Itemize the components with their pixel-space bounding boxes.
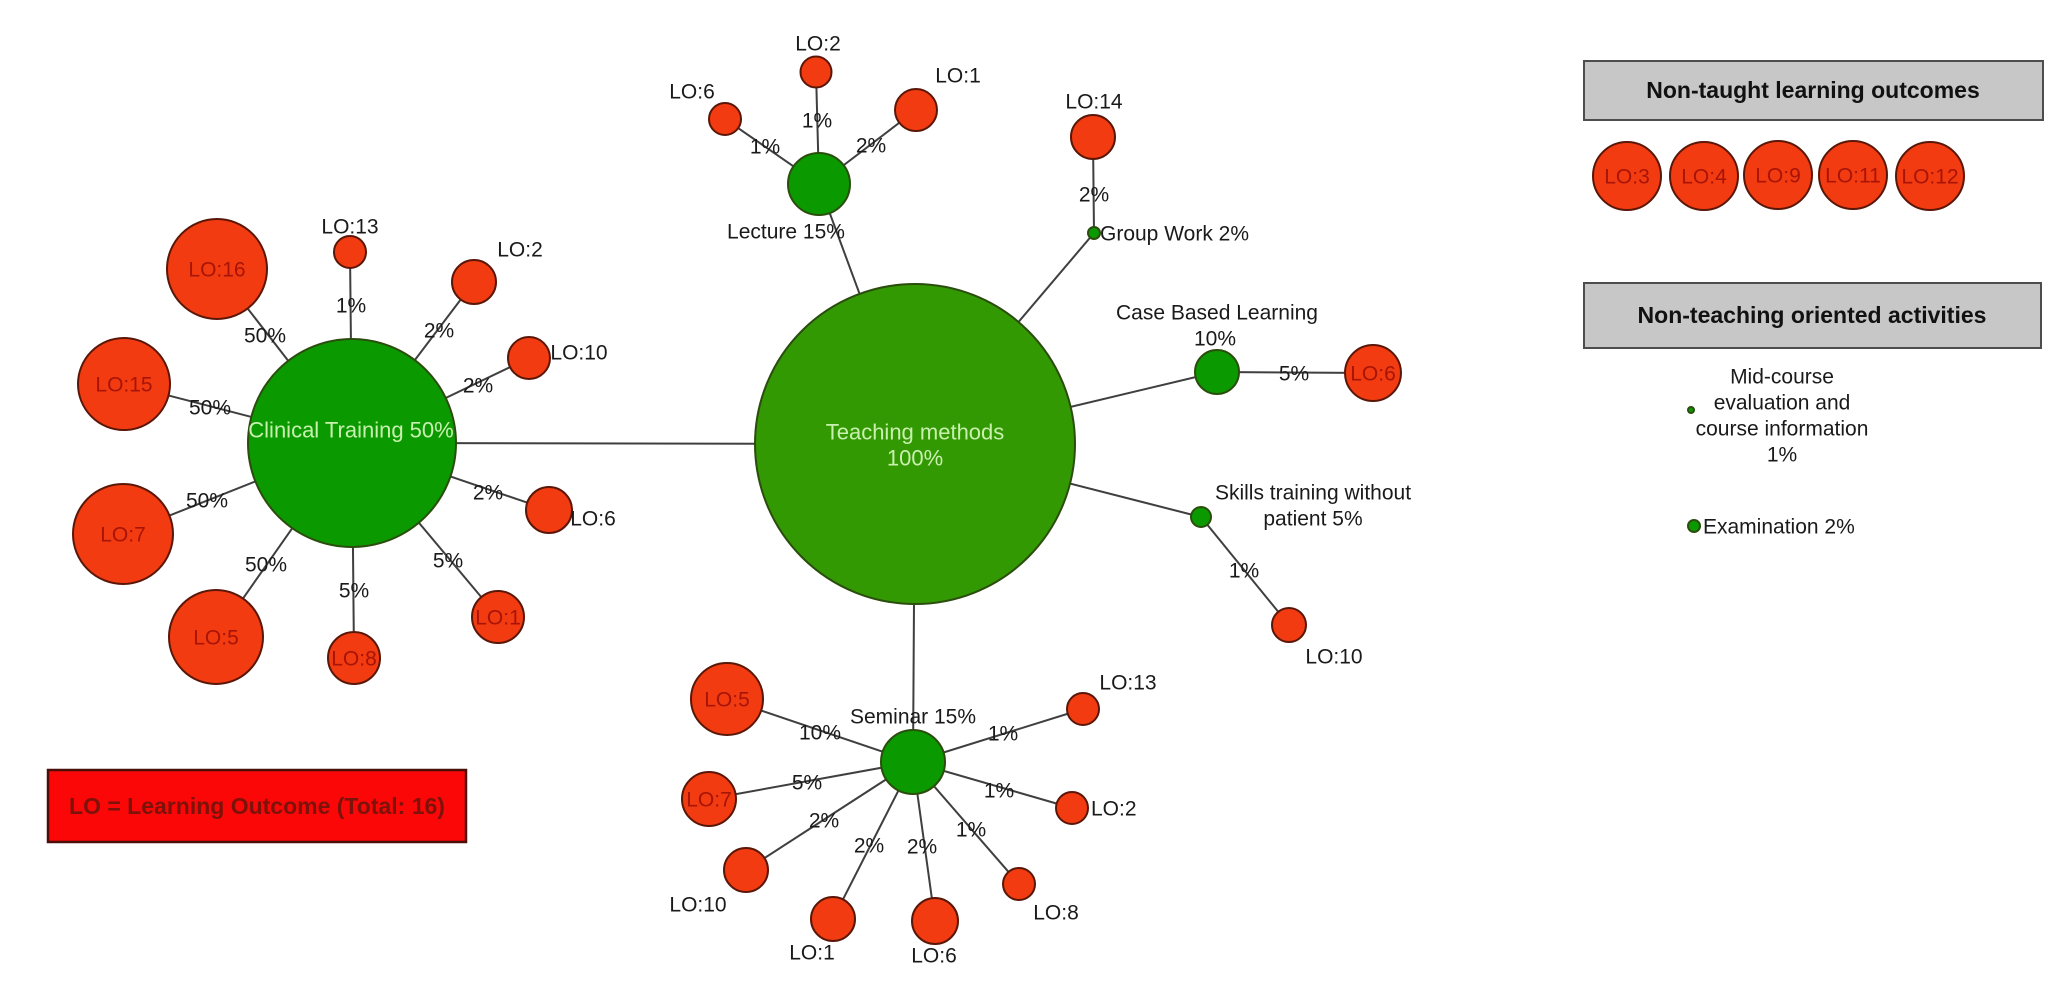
svg-text:LO = Learning Outcome (Total:: LO = Learning Outcome (Total: 16) — [69, 793, 445, 819]
svg-text:Group Work 2%: Group Work 2% — [1100, 222, 1249, 245]
svg-text:Clinical Training 50%: Clinical Training 50% — [248, 418, 453, 443]
svg-text:LO:3: LO:3 — [1604, 165, 1650, 188]
svg-text:2%: 2% — [856, 134, 886, 157]
svg-text:50%: 50% — [244, 324, 286, 347]
svg-text:100%: 100% — [887, 446, 943, 471]
svg-text:LO:2: LO:2 — [497, 238, 543, 261]
svg-text:LO:8: LO:8 — [331, 647, 377, 670]
svg-text:LO:4: LO:4 — [1681, 165, 1727, 188]
svg-text:Lecture 15%: Lecture 15% — [727, 220, 845, 243]
svg-text:Skills training without: Skills training without — [1215, 481, 1411, 504]
svg-text:course information: course information — [1696, 417, 1869, 440]
svg-text:Examination 2%: Examination 2% — [1703, 515, 1855, 538]
svg-text:50%: 50% — [245, 553, 287, 576]
svg-text:5%: 5% — [339, 579, 369, 602]
svg-text:LO:6: LO:6 — [570, 507, 616, 530]
svg-text:1%: 1% — [984, 779, 1014, 802]
svg-text:5%: 5% — [792, 771, 822, 794]
svg-text:LO:13: LO:13 — [321, 215, 378, 238]
svg-text:1%: 1% — [1229, 559, 1259, 582]
svg-text:LO:1: LO:1 — [935, 64, 981, 87]
svg-text:Mid-course: Mid-course — [1730, 365, 1834, 388]
svg-text:2%: 2% — [854, 834, 884, 857]
svg-text:5%: 5% — [1279, 362, 1309, 385]
svg-text:Non-taught learning outcomes: Non-taught learning outcomes — [1646, 77, 1980, 103]
svg-text:LO:1: LO:1 — [789, 941, 835, 964]
svg-text:2%: 2% — [463, 374, 493, 397]
svg-text:LO:10: LO:10 — [669, 893, 726, 916]
svg-text:1%: 1% — [802, 109, 832, 132]
svg-text:LO:6: LO:6 — [911, 944, 957, 967]
svg-text:2%: 2% — [907, 835, 937, 858]
svg-text:LO:7: LO:7 — [100, 523, 146, 546]
svg-text:LO:10: LO:10 — [550, 341, 607, 364]
svg-text:LO:5: LO:5 — [193, 626, 239, 649]
svg-text:50%: 50% — [189, 396, 231, 419]
svg-text:1%: 1% — [336, 294, 366, 317]
svg-text:2%: 2% — [809, 809, 839, 832]
svg-text:LO:13: LO:13 — [1099, 671, 1156, 694]
svg-text:Seminar 15%: Seminar 15% — [850, 705, 976, 728]
svg-text:2%: 2% — [424, 319, 454, 342]
svg-text:Teaching methods: Teaching methods — [826, 420, 1005, 445]
svg-text:1%: 1% — [956, 818, 986, 841]
svg-text:10%: 10% — [1194, 327, 1236, 350]
svg-text:5%: 5% — [433, 549, 463, 572]
svg-text:LO:2: LO:2 — [1091, 797, 1137, 820]
svg-text:LO:11: LO:11 — [1825, 164, 1881, 187]
svg-text:LO:16: LO:16 — [188, 258, 245, 281]
svg-text:50%: 50% — [186, 489, 228, 512]
svg-text:evaluation and: evaluation and — [1714, 391, 1851, 414]
svg-text:2%: 2% — [1079, 183, 1109, 206]
svg-text:Non-teaching oriented activiti: Non-teaching oriented activities — [1638, 302, 1987, 328]
svg-text:2%: 2% — [473, 481, 503, 504]
svg-text:LO:6: LO:6 — [1350, 362, 1396, 385]
svg-text:LO:7: LO:7 — [686, 788, 732, 811]
svg-text:LO:1: LO:1 — [475, 606, 521, 629]
svg-text:LO:12: LO:12 — [1901, 165, 1958, 188]
svg-text:Case Based Learning: Case Based Learning — [1116, 301, 1318, 324]
svg-text:1%: 1% — [988, 722, 1018, 745]
svg-text:LO:15: LO:15 — [95, 373, 152, 396]
svg-text:LO:2: LO:2 — [795, 32, 841, 55]
svg-text:LO:10: LO:10 — [1305, 645, 1362, 668]
svg-text:1%: 1% — [1767, 443, 1797, 466]
svg-text:LO:5: LO:5 — [704, 688, 750, 711]
svg-text:1%: 1% — [750, 135, 780, 158]
svg-text:LO:9: LO:9 — [1755, 164, 1801, 187]
svg-text:10%: 10% — [799, 721, 841, 744]
svg-text:LO:14: LO:14 — [1065, 90, 1123, 113]
svg-text:patient 5%: patient 5% — [1263, 507, 1362, 530]
svg-text:LO:6: LO:6 — [669, 80, 715, 103]
svg-text:LO:8: LO:8 — [1033, 901, 1079, 924]
